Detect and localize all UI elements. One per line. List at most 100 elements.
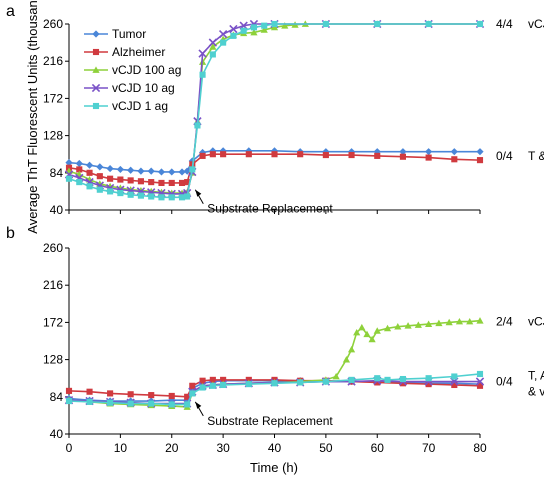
data-point	[368, 335, 376, 343]
legend-item: vCJD 100 ag	[84, 63, 181, 77]
legend-label: Tumor	[112, 27, 146, 41]
data-point	[261, 22, 268, 29]
data-point	[220, 376, 227, 383]
data-point	[271, 151, 278, 158]
data-point	[65, 175, 73, 182]
y-tick-label: 260	[43, 241, 63, 255]
legend-marker	[92, 66, 100, 73]
data-point	[184, 401, 191, 408]
data-point	[260, 26, 268, 33]
data-point	[147, 167, 155, 175]
data-point	[168, 168, 176, 176]
data-point	[476, 382, 484, 389]
data-point	[189, 166, 196, 173]
x-tick-label: 70	[422, 441, 436, 455]
y-tick-label: 40	[50, 203, 64, 217]
data-point	[168, 392, 175, 400]
data-point	[374, 375, 381, 382]
data-point	[476, 148, 484, 156]
data-point	[199, 384, 206, 391]
data-point	[158, 179, 165, 187]
panel-a-plot: 40 84 128 172 216 260 Substrate Replacement 4/4…	[43, 17, 544, 217]
data-point	[425, 20, 432, 28]
x-tick-label: 80	[473, 441, 487, 455]
data-point	[137, 192, 144, 199]
data-point	[245, 151, 252, 158]
data-point	[451, 156, 458, 163]
data-point	[209, 43, 217, 50]
data-point	[65, 397, 73, 405]
data-point	[199, 71, 206, 78]
x-tick-label: 50	[319, 441, 333, 455]
data-point	[127, 191, 134, 198]
data-point	[107, 175, 114, 182]
data-point	[85, 161, 94, 169]
data-point	[297, 379, 304, 386]
data-point	[198, 49, 207, 58]
data-point	[199, 152, 206, 159]
legend-marker	[92, 30, 100, 38]
data-point	[245, 381, 252, 388]
right-group-label: vCJD	[528, 17, 544, 31]
data-point	[127, 391, 134, 398]
panel-letter-a: a	[6, 3, 15, 20]
data-point	[194, 122, 201, 129]
data-point	[348, 376, 355, 383]
data-point	[384, 376, 391, 383]
data-point	[425, 148, 433, 156]
right-group-label: vCJD	[528, 315, 544, 329]
right-group-label: T, AD,& vCJD	[528, 369, 544, 399]
legend-marker	[92, 48, 100, 56]
data-point	[209, 151, 216, 158]
data-point	[297, 151, 304, 158]
data-point	[208, 38, 218, 47]
data-point	[178, 168, 186, 176]
data-point	[240, 27, 247, 34]
series-line	[68, 373, 481, 406]
data-point	[394, 323, 402, 330]
data-point	[75, 159, 83, 168]
data-point	[86, 398, 93, 405]
data-point	[425, 381, 432, 388]
legend-label: vCJD 1 ag	[112, 99, 168, 113]
data-point	[107, 390, 114, 397]
data-point	[86, 169, 93, 176]
data-point	[399, 375, 406, 383]
data-point	[358, 323, 366, 331]
annotation-label: Substrate Replacement	[207, 202, 333, 216]
data-point	[96, 163, 104, 171]
data-point	[96, 173, 103, 180]
data-point	[475, 377, 485, 386]
data-point	[374, 20, 381, 28]
data-point	[158, 194, 165, 201]
legend-label: Alzheimer	[112, 45, 165, 59]
data-point	[148, 400, 155, 407]
data-point	[106, 164, 114, 173]
x-axis-title: Time (h)	[250, 460, 298, 475]
right-group-label: T & AD	[528, 149, 544, 163]
legend-item: vCJD 1 ag	[84, 99, 168, 113]
right-ratio-label: 0/4	[496, 375, 513, 389]
data-point	[363, 330, 371, 338]
legend-item: Tumor	[84, 27, 146, 41]
data-point	[425, 375, 432, 382]
data-point	[347, 345, 356, 353]
data-point	[374, 379, 381, 386]
data-point	[184, 193, 191, 200]
annotation-arrowhead	[195, 189, 202, 197]
y-tick-label: 128	[43, 353, 63, 367]
x-tick-label: 30	[216, 441, 230, 455]
y-tick-label: 40	[50, 427, 64, 441]
data-point	[450, 148, 458, 156]
data-point	[476, 370, 484, 378]
data-point	[137, 167, 145, 175]
data-point	[189, 390, 196, 397]
data-point	[117, 176, 124, 183]
data-point	[76, 179, 83, 186]
data-point	[127, 177, 134, 184]
data-point	[399, 148, 407, 156]
data-point	[127, 400, 134, 407]
data-point	[220, 151, 227, 158]
annotation-arrowhead	[195, 401, 202, 409]
data-point	[322, 378, 329, 385]
